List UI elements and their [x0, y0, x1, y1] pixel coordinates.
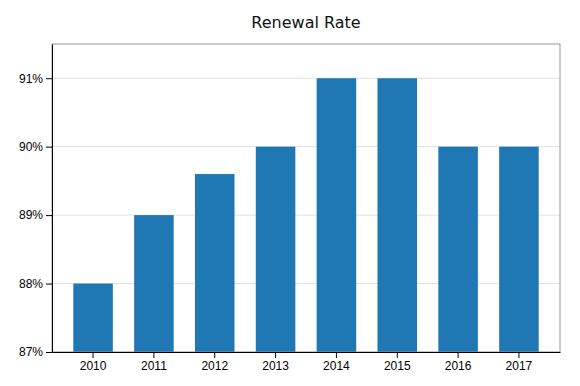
x-tick-label: 2017 — [506, 359, 533, 373]
grid-line — [52, 283, 560, 284]
grid-line — [52, 146, 560, 147]
x-axis-line — [53, 352, 561, 353]
y-axis-line — [52, 45, 53, 353]
marks — [73, 78, 538, 352]
x-tick: 2017 — [506, 352, 533, 373]
x-tick-mark — [397, 352, 398, 358]
x-tick: 2014 — [323, 352, 350, 373]
x-tick-label: 2016 — [445, 359, 472, 373]
bar — [134, 215, 174, 352]
x-tick-mark — [336, 352, 337, 358]
y-tick: 87% — [19, 345, 52, 359]
x-tick-mark — [214, 352, 215, 358]
grid-line — [52, 215, 560, 216]
x-tick: 2015 — [384, 352, 411, 373]
y-tick: 88% — [19, 277, 52, 291]
bar — [256, 147, 296, 352]
bar — [317, 78, 357, 352]
x-tick-label: 2015 — [384, 359, 411, 373]
y-tick: 90% — [19, 140, 52, 154]
x-tick: 2011 — [141, 352, 167, 373]
x-axis: 2010 2011 2012 2013 2014 2015 2016 2017 — [53, 352, 561, 373]
bar — [438, 147, 478, 352]
x-tick-label: 2011 — [141, 359, 167, 373]
y-tick-label: 87% — [19, 345, 43, 359]
x-tick-label: 2012 — [201, 359, 228, 373]
x-tick-mark — [153, 352, 154, 358]
x-tick: 2012 — [201, 352, 228, 373]
plot-frame — [52, 44, 560, 352]
y-tick: 89% — [19, 208, 52, 222]
x-tick: 2016 — [445, 352, 472, 373]
x-tick-label: 2010 — [80, 359, 107, 373]
x-tick: 2010 — [80, 352, 107, 373]
x-tick-mark — [518, 352, 519, 358]
x-tick-mark — [275, 352, 276, 358]
y-tick-mark — [46, 215, 52, 216]
y-tick: 91% — [19, 72, 52, 86]
bar — [377, 78, 417, 352]
y-tick-label: 91% — [19, 72, 43, 86]
y-axis: 87% 88% 89% 90% 91% — [19, 45, 53, 360]
y-tick-mark — [46, 284, 52, 285]
y-tick-label: 88% — [19, 277, 43, 291]
chart: 2010 2011 2012 2013 2014 2015 2016 2017 87% 88% 89… — [0, 0, 580, 386]
bar — [499, 147, 539, 352]
y-tick-label: 89% — [19, 208, 43, 222]
x-tick-label: 2013 — [262, 359, 289, 373]
x-tick-label: 2014 — [323, 359, 350, 373]
bar — [195, 174, 235, 352]
y-tick-label: 90% — [19, 140, 43, 154]
x-tick: 2013 — [262, 352, 289, 373]
title: Renewal Rate — [251, 13, 360, 32]
bar — [73, 284, 113, 352]
y-tick-mark — [46, 78, 52, 79]
x-tick-mark — [93, 352, 94, 358]
grid-line — [52, 78, 560, 79]
x-tick-mark — [458, 352, 459, 358]
grid — [52, 78, 560, 352]
y-tick-mark — [46, 147, 52, 148]
y-tick-mark — [46, 352, 52, 353]
